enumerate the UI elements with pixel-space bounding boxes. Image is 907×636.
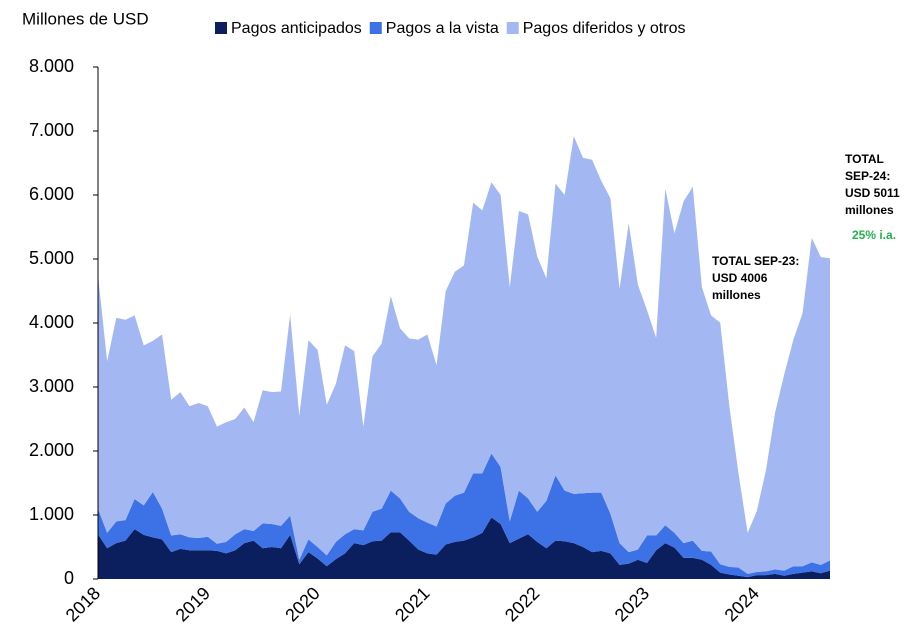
x-tick-label: 2019	[172, 583, 214, 625]
legend-label: Pagos a la vista	[386, 20, 499, 37]
y-axis-label: Millones de USD	[22, 9, 149, 28]
y-tick-label: 3.000	[29, 376, 74, 396]
x-tick-label: 2022	[501, 583, 543, 625]
legend-swatch	[215, 22, 227, 34]
x-tick-label: 2021	[391, 583, 433, 625]
annotation: USD 5011	[845, 186, 900, 200]
area	[98, 136, 830, 574]
annotation: USD 4006	[712, 271, 768, 285]
annotation: TOTAL SEP-23:	[712, 254, 799, 268]
y-tick-label: 2.000	[29, 440, 74, 460]
annotation: TOTAL	[845, 152, 884, 166]
x-tick-label: 2024	[721, 583, 763, 625]
annotation: millones	[712, 288, 761, 302]
y-tick-label: 7.000	[29, 120, 74, 140]
y-tick-label: 8.000	[29, 56, 74, 76]
y-tick-label: 5.000	[29, 248, 74, 268]
area	[98, 453, 830, 578]
annotation: millones	[845, 203, 894, 217]
annotation: SEP-24:	[845, 169, 890, 183]
x-tick-label: 2023	[611, 583, 653, 625]
legend-label: Pagos diferidos y otros	[523, 20, 686, 37]
y-tick-label: 4.000	[29, 312, 74, 332]
legend-swatch	[369, 22, 382, 34]
y-tick-label: 0	[64, 568, 74, 588]
legend-swatch	[506, 22, 519, 34]
x-tick-label: 2020	[281, 583, 323, 625]
y-tick-label: 1.000	[29, 504, 74, 524]
x-tick-label: 2018	[62, 583, 104, 625]
legend-label: Pagos anticipados	[231, 20, 362, 37]
y-tick-label: 6.000	[29, 184, 74, 204]
area	[98, 517, 830, 579]
annotation: 25% i.a.	[852, 228, 896, 242]
